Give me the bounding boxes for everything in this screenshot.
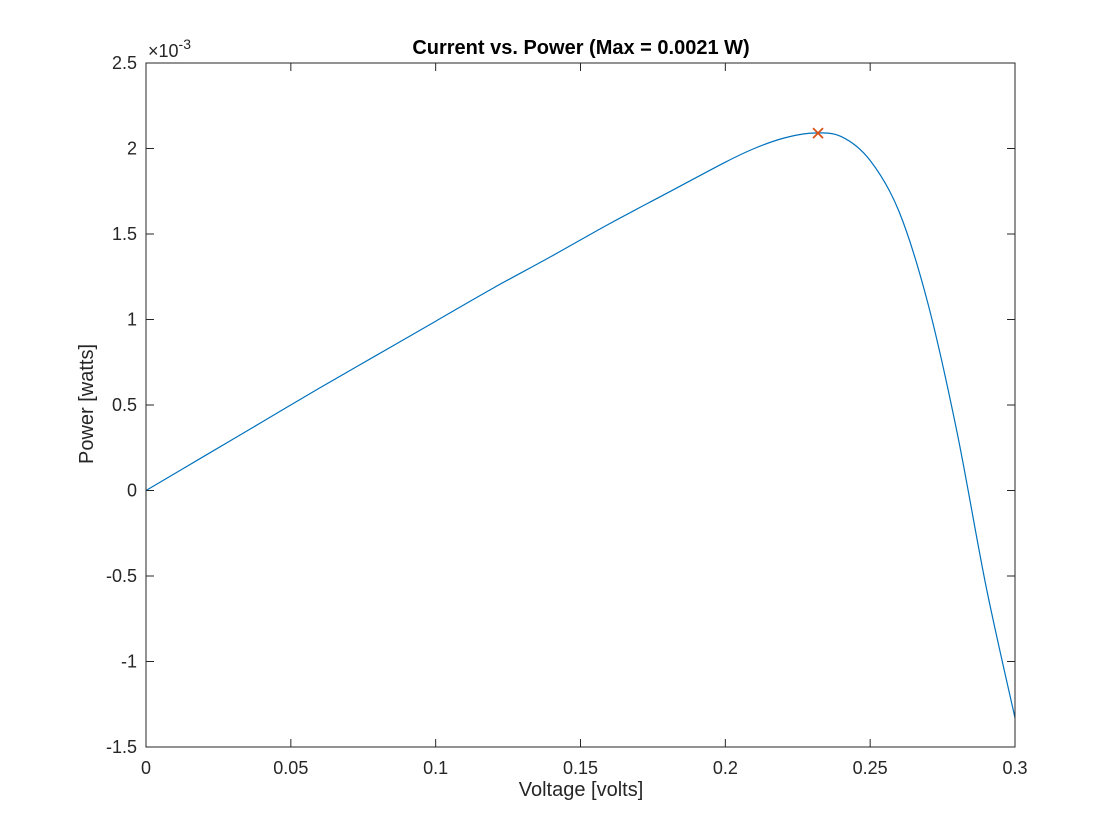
- axes-layer: [145, 62, 1016, 748]
- x-tick-label: 0.3: [1002, 758, 1027, 778]
- x-axis-label: Voltage [volts]: [519, 779, 644, 801]
- text-layer: Current vs. Power (Max = 0.0021 W) Volta…: [76, 36, 1028, 801]
- x-tick-label: 0.25: [853, 758, 888, 778]
- series-line: [145, 132, 1016, 719]
- y-tick-label: -1.5: [106, 737, 137, 757]
- x-tick-label: 0.2: [713, 758, 738, 778]
- y-tick-label: 2.5: [112, 53, 137, 73]
- max-marker-stroke: [812, 127, 824, 139]
- chart-title: Current vs. Power (Max = 0.0021 W): [412, 37, 749, 59]
- y-scale-factor: ×10-3: [148, 36, 191, 61]
- max-marker: [812, 127, 824, 139]
- y-tick-label: 0.5: [112, 395, 137, 415]
- y-tick-label: 1: [127, 310, 137, 330]
- axes-box: [145, 62, 1016, 748]
- x-tick-label: 0.1: [423, 758, 448, 778]
- y-scale-factor-exponent: -3: [179, 36, 192, 52]
- y-scale-factor-base: ×10: [148, 41, 179, 61]
- y-tick-label: 1.5: [112, 224, 137, 244]
- x-tick-label: 0.05: [273, 758, 308, 778]
- x-tick-label: 0.15: [563, 758, 598, 778]
- y-axis-label: Power [watts]: [76, 344, 98, 464]
- y-tick-label: 2: [127, 139, 137, 159]
- y-tick-label: -1: [121, 652, 137, 672]
- x-tick-label: 0: [141, 758, 151, 778]
- data-layer: [145, 127, 1016, 719]
- y-tick-label: -0.5: [106, 566, 137, 586]
- y-tick-label: 0: [127, 481, 137, 501]
